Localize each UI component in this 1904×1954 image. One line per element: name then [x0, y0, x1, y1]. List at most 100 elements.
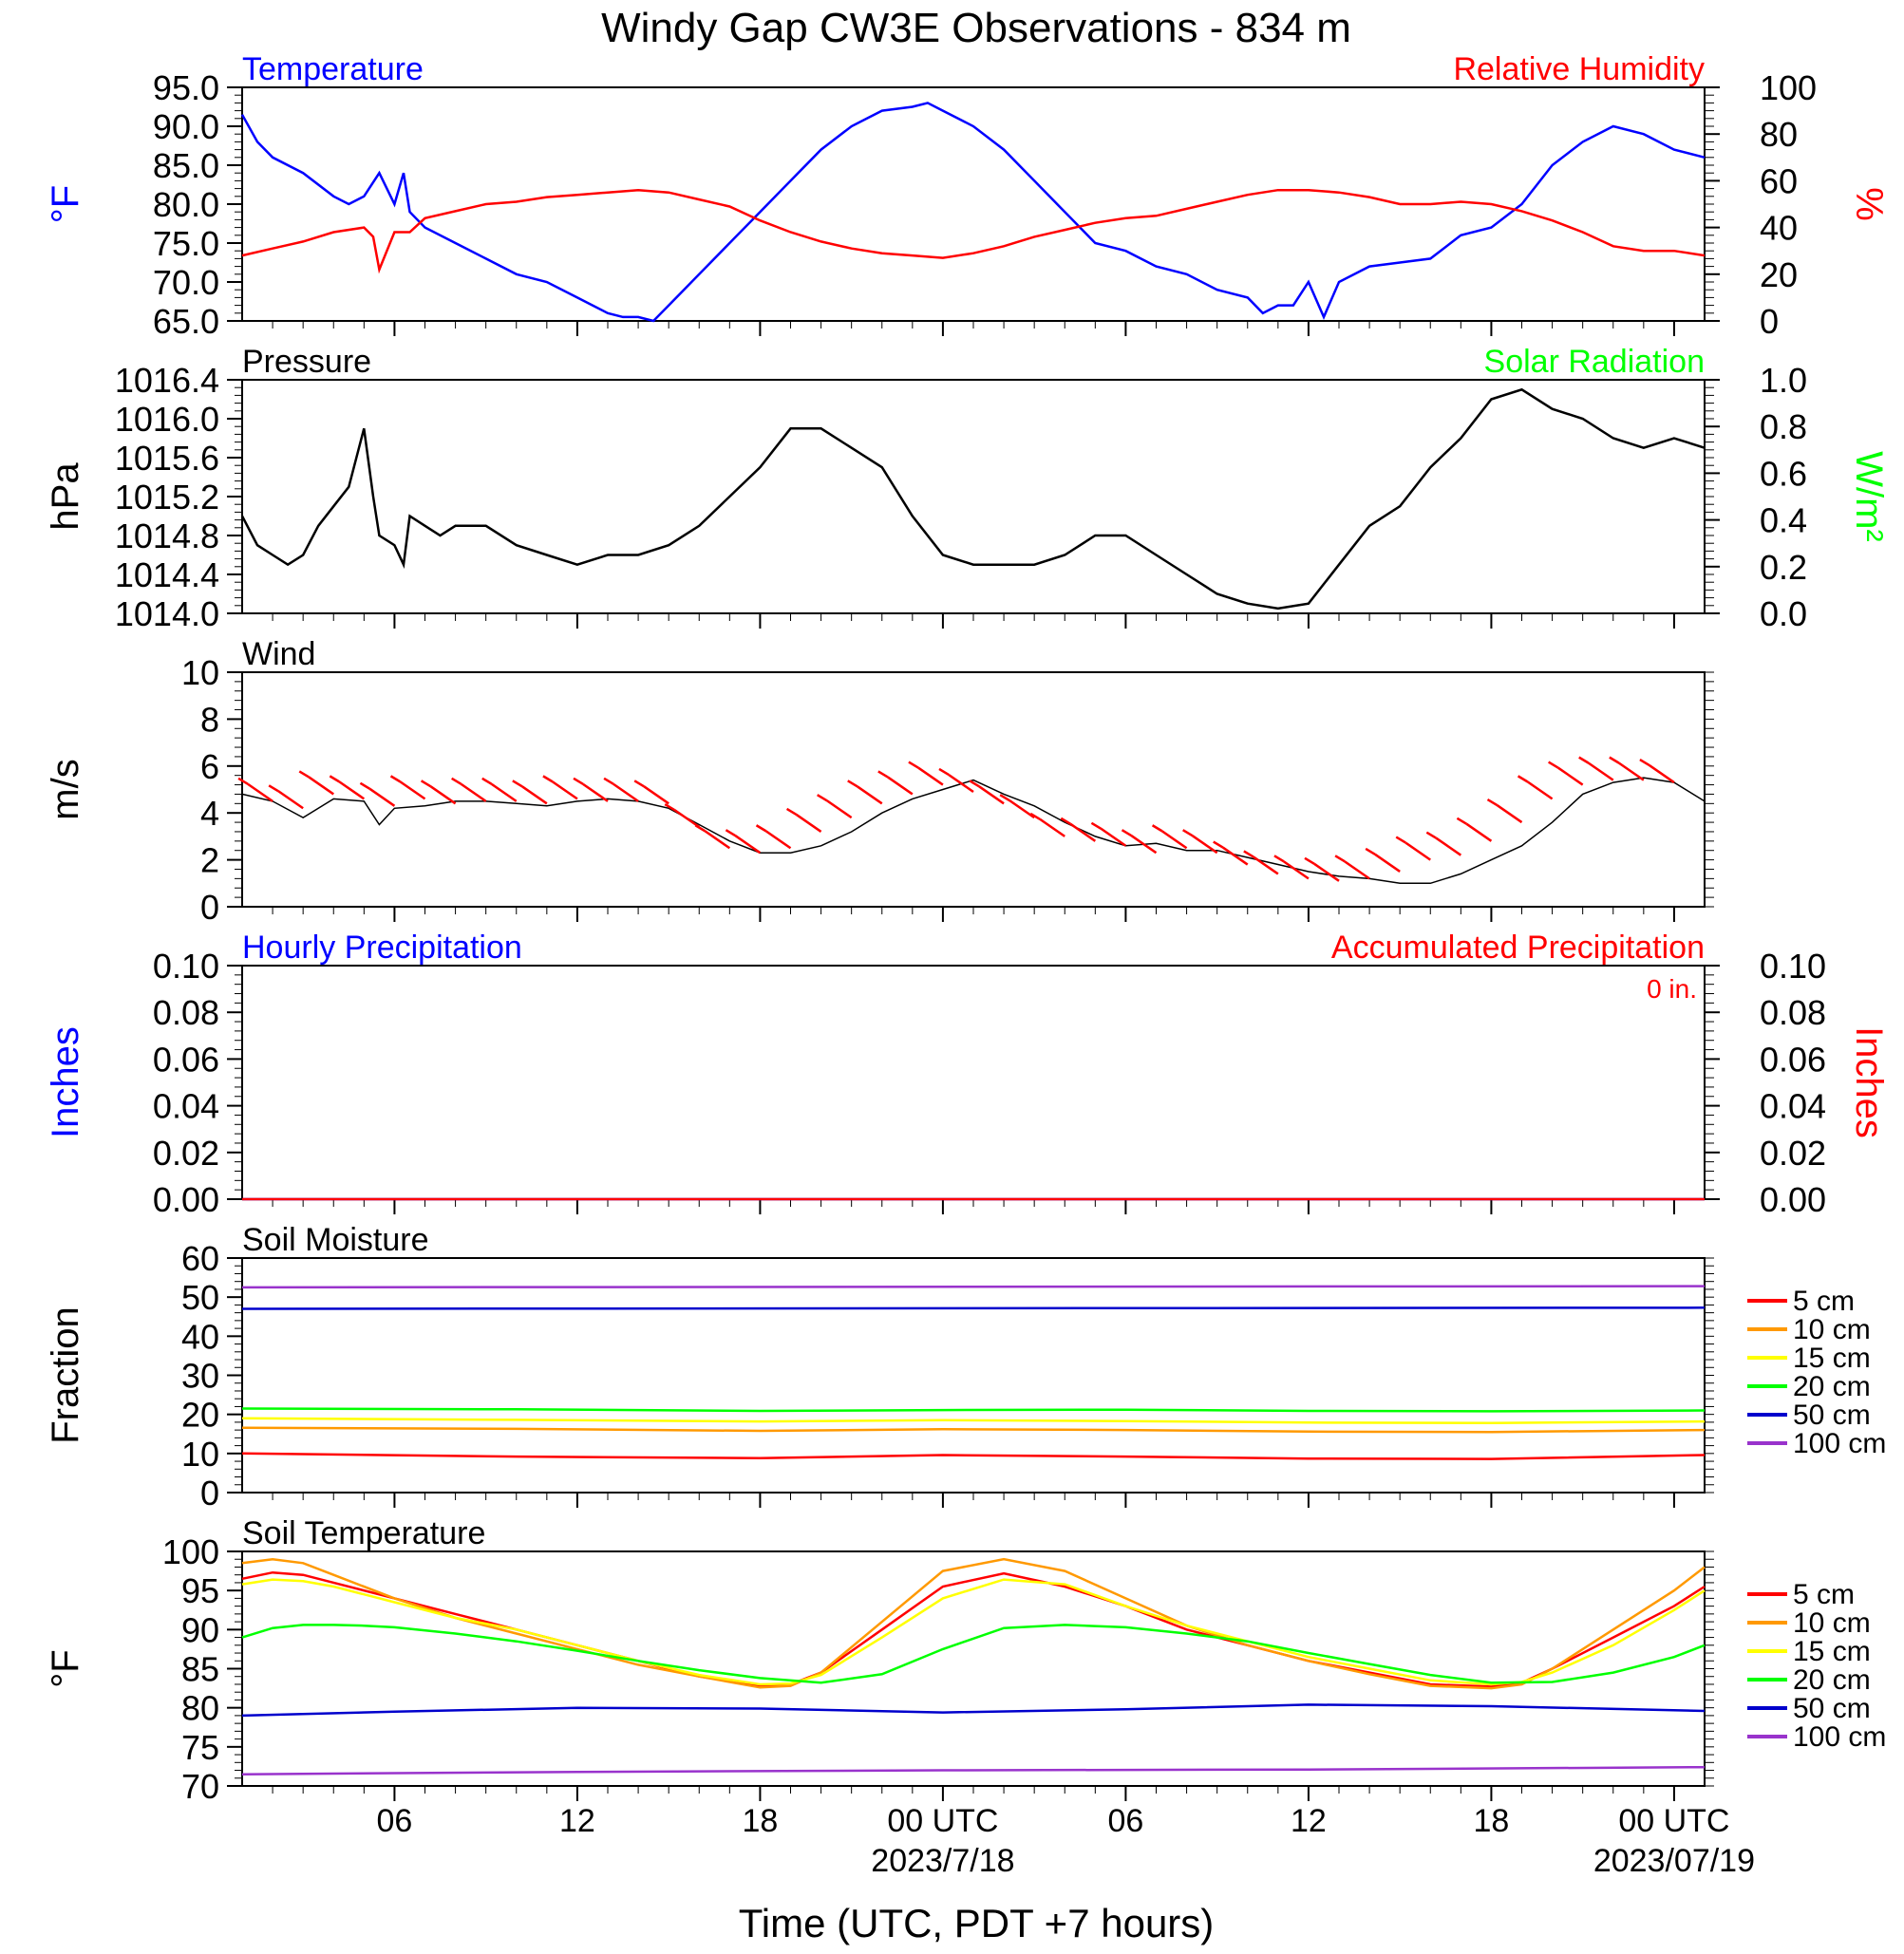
- wind-barb-flag: [329, 775, 340, 783]
- wind-barb-shaft: [1313, 862, 1340, 882]
- y-axis-unit: hPa: [45, 462, 86, 531]
- wind-barb-shaft: [613, 782, 639, 802]
- wind-barb-shaft: [978, 785, 1005, 805]
- y-tick-label: 0.06: [153, 1040, 219, 1079]
- y2-tick-label: 0.2: [1760, 548, 1807, 587]
- wind-barb-flag: [847, 780, 858, 788]
- accumulated-total-label: 0 in.: [1647, 974, 1697, 1004]
- wind-barb-shaft: [825, 799, 853, 819]
- wind-barb: [1517, 775, 1554, 800]
- wind-barb-flag: [481, 777, 493, 785]
- wind-barb-flag: [1029, 812, 1041, 820]
- wind-barb: [1578, 756, 1614, 781]
- wind-barb: [451, 777, 487, 802]
- wind-barb-shaft: [1649, 764, 1675, 784]
- y2-tick-label: 0.08: [1760, 993, 1826, 1032]
- series-line-20-cm: [241, 1407, 1706, 1413]
- panel-temperature: 95.090.085.080.075.070.065.0 100 80 60 40 20 0…: [45, 51, 1890, 341]
- legend-item: 15 cm: [1747, 1343, 1871, 1374]
- wind-barb-flag: [1517, 775, 1529, 783]
- y-tick-label: 4: [200, 794, 219, 833]
- wind-barb: [237, 777, 273, 802]
- figure-title: Windy Gap CW3E Observations - 834 m: [601, 5, 1351, 51]
- legend-label: 15 cm: [1793, 1636, 1871, 1667]
- y-tick-label: 20: [181, 1396, 219, 1435]
- wind-barb: [542, 775, 578, 800]
- legend-item: 50 cm: [1747, 1693, 1871, 1724]
- wind-barb-flag: [359, 781, 371, 790]
- wind-barb: [694, 824, 731, 850]
- y-tick-label: 8: [200, 700, 219, 739]
- wind-barb: [755, 824, 792, 850]
- wind-barb-shaft: [308, 776, 334, 796]
- legend-item: 50 cm: [1747, 1400, 1871, 1431]
- wind-barb-shaft: [917, 766, 944, 786]
- wind-barb-flag: [999, 794, 1010, 802]
- wind-barb-flag: [1425, 831, 1437, 839]
- wind-barb-flag: [755, 824, 767, 833]
- wind-barb: [1365, 847, 1401, 873]
- date-label: 2023/7/18: [871, 1843, 1014, 1879]
- y2-tick-label: 60: [1760, 161, 1798, 200]
- wind-barb-flag: [603, 777, 614, 785]
- legend-label: 20 cm: [1793, 1664, 1871, 1696]
- wind-barb-flag: [1609, 756, 1620, 764]
- legend-item: 10 cm: [1747, 1314, 1871, 1345]
- legend-item: 20 cm: [1747, 1371, 1871, 1402]
- legend-label: 10 cm: [1793, 1607, 1871, 1639]
- wind-barb-flag: [877, 770, 889, 779]
- wind-barb-flag: [1304, 856, 1315, 865]
- wind-barb-shaft: [1374, 853, 1401, 873]
- y-tick-label: 1015.6: [115, 439, 219, 478]
- wind-barb: [1334, 855, 1370, 880]
- legend-label: 15 cm: [1793, 1343, 1871, 1374]
- wind-barb: [268, 784, 304, 810]
- wind-barb-flag: [1486, 799, 1499, 807]
- y2-tick-label: 0.6: [1760, 454, 1807, 493]
- wind-barb: [1060, 817, 1097, 842]
- date-label: 2023/07/19: [1593, 1843, 1755, 1879]
- series-line-15-cm: [241, 1417, 1706, 1424]
- wind-barb: [938, 767, 974, 793]
- legend-label: 50 cm: [1793, 1693, 1871, 1724]
- plot-frame-soil_moisture: [241, 1257, 1706, 1494]
- wind-barb: [1273, 855, 1310, 880]
- wind-barb-shaft: [948, 773, 974, 793]
- wind-barb: [785, 807, 822, 833]
- series-line-5-cm: [241, 1452, 1706, 1460]
- y-tick-label: 50: [181, 1278, 219, 1317]
- legend-item: 5 cm: [1747, 1286, 1855, 1317]
- panel-pressure: 1016.41016.01015.61015.21014.81014.41014…: [45, 344, 1890, 633]
- panel-title-left: Hourly Precipitation: [242, 930, 522, 966]
- wind-barb-shaft: [338, 780, 366, 800]
- wind-barb-shaft: [1191, 835, 1218, 855]
- wind-barb-flag: [1395, 836, 1406, 844]
- y-tick-label: 30: [181, 1357, 219, 1396]
- y-axis-unit: m/s: [45, 759, 86, 819]
- wind-barb-flag: [908, 761, 919, 769]
- x-tick-label: 12: [559, 1803, 595, 1839]
- wind-barb-shaft: [429, 785, 457, 805]
- y-tick-label: 95.0: [153, 68, 219, 107]
- y-tick-label: 0.00: [153, 1180, 219, 1219]
- wind-barb-shaft: [1344, 860, 1370, 880]
- wind-barb-flag: [969, 780, 980, 788]
- wind-barb: [359, 781, 396, 807]
- wind-barb-shaft: [1526, 780, 1554, 800]
- wind-barb-flag: [1273, 855, 1285, 863]
- legend-item: 5 cm: [1747, 1579, 1855, 1610]
- wind-barb: [1029, 812, 1065, 837]
- wind-barb-shaft: [1404, 841, 1431, 861]
- y-tick-label: 95: [181, 1571, 219, 1610]
- wind-barb-shaft: [521, 785, 548, 805]
- y-axis-unit: Fraction: [45, 1306, 86, 1444]
- y-tick-label: 40: [181, 1317, 219, 1356]
- wind-barb-flag: [1182, 829, 1194, 837]
- x-axis-label: Time (UTC, PDT +7 hours): [739, 1901, 1215, 1945]
- wind-barb-shaft: [1009, 799, 1035, 819]
- wind-barb-shaft: [857, 785, 883, 805]
- plot-frame-precip: [241, 965, 1706, 1200]
- y-tick-label: 0: [200, 1474, 219, 1512]
- wind-barb-shaft: [1496, 804, 1523, 824]
